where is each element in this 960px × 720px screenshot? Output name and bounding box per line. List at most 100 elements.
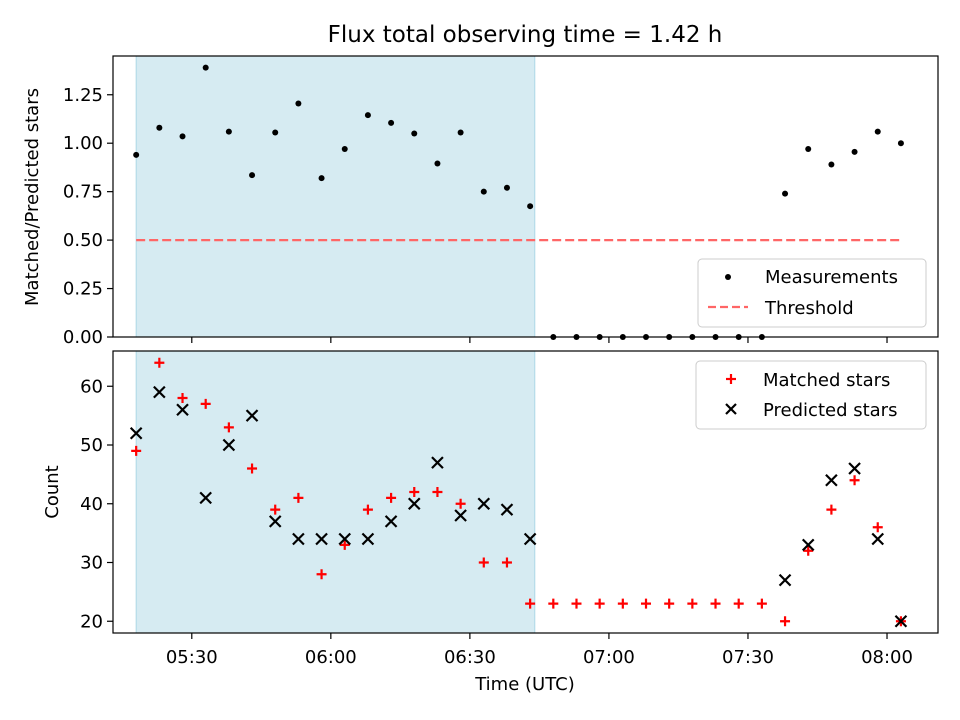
matched-point [316, 569, 327, 580]
x-tick-label: 05:30 [166, 647, 218, 668]
predicted-point [871, 532, 885, 546]
predicted-legend-label: Predicted stars [763, 400, 897, 421]
predicted-point [338, 532, 352, 546]
matched-point [362, 504, 373, 515]
x-axis-label: Time (UTC) [474, 674, 575, 695]
predicted-point [361, 532, 375, 546]
predicted-point [292, 532, 305, 546]
matched-point [780, 616, 791, 627]
measurement-point [341, 146, 348, 153]
measurement-point [295, 100, 302, 107]
matched-point [223, 422, 234, 433]
predicted-point [848, 462, 861, 475]
matched-point [432, 487, 443, 497]
matched-point [571, 598, 582, 609]
y-tick-label: 50 [80, 435, 103, 456]
predicted-point [431, 456, 444, 469]
matched-point [386, 492, 397, 503]
matched-point [710, 598, 721, 609]
matched-point [687, 598, 698, 609]
y-tick-label: 0.75 [63, 182, 103, 203]
matched-point [641, 598, 652, 609]
matched-point [247, 463, 258, 474]
y-tick-label: 0.00 [63, 327, 103, 348]
measurement-point [133, 151, 140, 158]
measurement-point [527, 203, 534, 210]
matched-point [756, 598, 767, 609]
measurement-point [874, 128, 881, 135]
predicted-point [129, 426, 143, 440]
measurement-point [388, 119, 395, 126]
matched-point [872, 522, 883, 533]
predicted-point [523, 532, 537, 546]
y-tick-label: 20 [80, 611, 103, 632]
matched-legend-label: Matched stars [763, 370, 890, 391]
predicted-point [894, 614, 908, 628]
measurement-point [249, 172, 256, 179]
measurements-legend-marker [725, 274, 731, 280]
measurements-legend-label: Measurements [765, 267, 898, 288]
top-legend-box [697, 258, 927, 328]
predicted-point [153, 385, 166, 399]
bottom-panel: 20 30 40 50 60 05:30 06:00 06:30 07:00 07:30 08:00… [42, 350, 939, 695]
matched-point [501, 557, 512, 568]
x-tick-label: 06:00 [305, 647, 357, 668]
measurement-point [411, 130, 418, 137]
observing-span-shade-top [135, 55, 536, 338]
x-tick-label: 07:30 [722, 647, 774, 668]
predicted-point [801, 538, 815, 552]
predicted-point [778, 573, 792, 587]
y-tick-label: 1.25 [63, 85, 103, 106]
bottom-y-axis-label: Count [42, 465, 63, 518]
top-panel: Flux total observing time = 1.42 h 0.00 0… [22, 22, 939, 348]
measurement-point [503, 184, 510, 191]
chart-title: Flux total observing time = 1.42 h [328, 22, 723, 48]
matched-point [525, 598, 536, 609]
matched-point [548, 598, 559, 609]
observing-span-shade-bottom [135, 350, 536, 634]
matched-point [594, 598, 605, 609]
predicted-point [384, 515, 398, 528]
top-axes-frame [112, 55, 939, 338]
predicted-point [315, 532, 328, 546]
measurement-point [434, 160, 441, 167]
matched-point [154, 357, 165, 368]
measurement-point [805, 146, 812, 153]
matched-point [200, 398, 211, 409]
matched-point [339, 539, 350, 550]
x-tick-label: 06:30 [444, 647, 496, 668]
predicted-point [500, 503, 514, 516]
predicted-legend-marker [725, 403, 737, 415]
measurement-point [202, 64, 209, 71]
matched-point [409, 487, 420, 497]
top-axis-ticks: 0.00 0.25 0.50 0.75 1.00 1.25 [63, 85, 888, 348]
matched-point [803, 545, 814, 556]
measurement-point [225, 128, 232, 135]
predicted-point [199, 491, 212, 505]
matched-point [270, 504, 281, 515]
measurement-point [782, 190, 789, 197]
matched-point [131, 445, 142, 456]
top-y-axis-label: Matched/Predicted stars [22, 88, 43, 306]
matched-point [478, 557, 489, 568]
predicted-point [825, 473, 838, 487]
matched-point [177, 393, 188, 403]
bottom-legend-box [695, 360, 927, 430]
measurement-point [364, 112, 371, 119]
bottom-legend: Matched stars Predicted stars [695, 360, 927, 430]
top-legend: Measurements Threshold [697, 258, 927, 328]
matched-point [617, 598, 628, 609]
predicted-point [176, 403, 189, 417]
measurement-point [156, 124, 163, 131]
y-tick-label: 0.25 [63, 279, 103, 300]
top-plot-marks [133, 64, 904, 340]
matched-point [455, 498, 466, 509]
matched-point [733, 598, 744, 609]
measurement-point [318, 175, 325, 182]
bottom-plot-marks [129, 357, 908, 628]
predicted-point [222, 438, 236, 452]
bottom-axes-frame [112, 350, 939, 634]
predicted-point [454, 509, 467, 522]
measurement-point [851, 148, 858, 155]
